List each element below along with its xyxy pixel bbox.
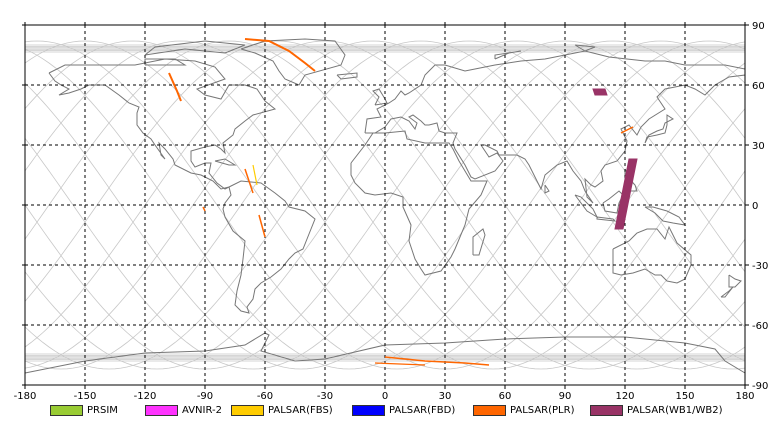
fbs-footprint <box>252 164 258 186</box>
legend: PRSIM AVNIR-2 PALSAR(FBS) PALSAR(FBD) PA… <box>50 402 723 418</box>
legend-item-palsar-fbs: PALSAR(FBS) <box>231 404 352 416</box>
coastline-segment <box>596 216 617 222</box>
lat-tick-label: 90 <box>752 21 765 32</box>
axis-ticks: -180 -150 -120 -90 -60 -30 0 30 60 90 120 150 180 90 6… <box>14 21 769 402</box>
lon-tick-label: -60 <box>257 391 273 402</box>
lon-tick-label: -180 <box>14 391 37 402</box>
plr-footprint <box>258 214 266 238</box>
legend-item-palsar-fbd: PALSAR(FBD) <box>352 404 473 416</box>
coastline-segment <box>574 194 599 219</box>
legend-label-avnir2: AVNIR-2 <box>182 404 222 416</box>
lat-tick-label: -90 <box>752 381 768 392</box>
plr-footprint <box>202 206 206 212</box>
coastline-segment <box>644 114 674 144</box>
coastline-segment <box>336 72 358 80</box>
coastline-segment <box>544 184 550 194</box>
coastline-segment <box>720 286 734 298</box>
lon-tick-label: 150 <box>675 391 694 402</box>
coastline-segment <box>240 38 346 86</box>
legend-label-palsar-plr: PALSAR(PLR) <box>510 404 575 416</box>
plr-footprint <box>168 72 182 102</box>
lon-tick-label: 60 <box>499 391 512 402</box>
coastline-segment <box>222 180 316 314</box>
lat-tick-label: -60 <box>752 321 768 332</box>
legend-swatch-palsar-wb <box>590 404 623 416</box>
coastline-segment <box>350 130 488 276</box>
coastline-segment <box>144 40 246 56</box>
legend-item-palsar-wb: PALSAR(WB1/WB2) <box>590 404 723 416</box>
legend-label-palsar-wb: PALSAR(WB1/WB2) <box>627 404 723 416</box>
lon-tick-label: 180 <box>735 391 754 402</box>
legend-swatch-palsar-plr <box>473 404 506 416</box>
legend-swatch-palsar-fbs <box>231 404 264 416</box>
plr-footprint <box>384 356 490 366</box>
wb-footprint <box>614 158 638 230</box>
coastline-segment <box>48 58 277 190</box>
lat-lon-grid <box>25 25 745 385</box>
legend-item-palsar-plr: PALSAR(PLR) <box>473 404 590 416</box>
legend-item-avnir2: AVNIR-2 <box>145 404 231 416</box>
coastline-segment <box>574 44 596 52</box>
plr-footprint <box>244 38 316 72</box>
legend-swatch-prsim <box>50 404 83 416</box>
lat-tick-label: -30 <box>752 261 768 272</box>
legend-swatch-avnir2 <box>145 404 178 416</box>
plr-footprint <box>244 168 254 194</box>
legend-label-palsar-fbd: PALSAR(FBD) <box>389 404 456 416</box>
coastline-segment <box>612 225 692 284</box>
coastline-segment <box>494 50 522 60</box>
lon-tick-label: -120 <box>134 391 157 402</box>
legend-label-palsar-fbs: PALSAR(FBS) <box>268 404 333 416</box>
wb-footprint <box>592 88 608 96</box>
lon-tick-label: -90 <box>197 391 213 402</box>
legend-label-prsim: PRSIM <box>87 404 118 416</box>
lat-tick-label: 0 <box>752 201 758 212</box>
lon-tick-label: 90 <box>559 391 572 402</box>
lat-tick-label: 30 <box>752 141 765 152</box>
lon-tick-label: -150 <box>74 391 97 402</box>
coastline-segment <box>728 274 742 288</box>
lon-tick-label: -30 <box>317 391 333 402</box>
lon-tick-label: 120 <box>615 391 634 402</box>
coastline-segment <box>472 228 486 256</box>
plr-footprint <box>620 126 634 134</box>
lon-tick-label: 0 <box>382 391 388 402</box>
plr-footprint <box>374 362 426 366</box>
coastline-segment <box>214 158 237 166</box>
observation-footprints <box>168 38 638 366</box>
lon-tick-label: 30 <box>439 391 452 402</box>
legend-item-prsim: PRSIM <box>50 404 145 416</box>
coastline-segment <box>372 88 388 106</box>
legend-swatch-palsar-fbd <box>352 404 385 416</box>
lat-tick-label: 60 <box>752 81 765 92</box>
